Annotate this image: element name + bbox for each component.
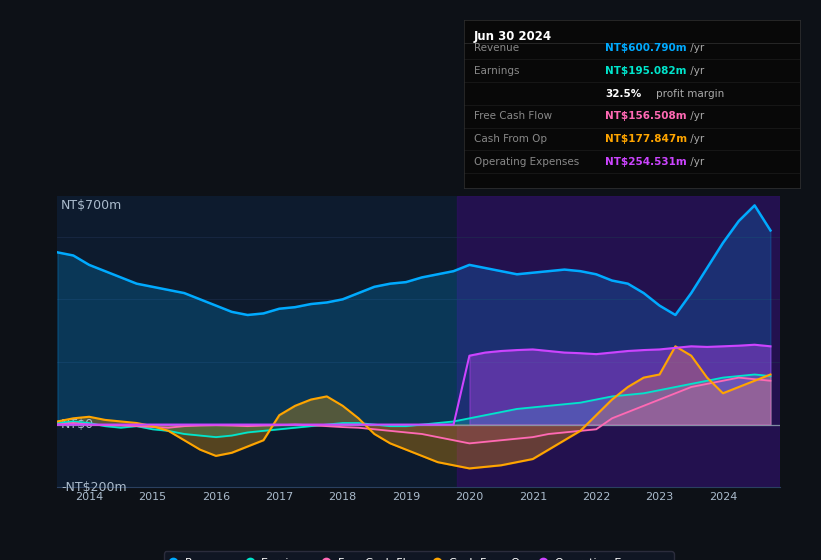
Text: /yr: /yr bbox=[686, 157, 704, 166]
Text: Cash From Op: Cash From Op bbox=[474, 134, 547, 144]
Text: NT$700m: NT$700m bbox=[61, 199, 122, 212]
Text: Earnings: Earnings bbox=[474, 66, 520, 76]
Text: NT$254.531m: NT$254.531m bbox=[605, 157, 687, 166]
Legend: Revenue, Earnings, Free Cash Flow, Cash From Op, Operating Expenses: Revenue, Earnings, Free Cash Flow, Cash … bbox=[163, 552, 674, 560]
Text: Jun 30 2024: Jun 30 2024 bbox=[474, 30, 552, 43]
Text: /yr: /yr bbox=[686, 111, 704, 121]
Text: NT$600.790m: NT$600.790m bbox=[605, 43, 687, 53]
Text: NT$156.508m: NT$156.508m bbox=[605, 111, 687, 121]
Text: NT$177.847m: NT$177.847m bbox=[605, 134, 687, 144]
Text: /yr: /yr bbox=[686, 134, 704, 144]
Bar bbox=[456, 196, 780, 487]
Text: -NT$200m: -NT$200m bbox=[61, 480, 126, 494]
Text: Free Cash Flow: Free Cash Flow bbox=[474, 111, 552, 121]
Text: profit margin: profit margin bbox=[656, 88, 724, 99]
Text: /yr: /yr bbox=[686, 66, 704, 76]
Text: 32.5%: 32.5% bbox=[605, 88, 641, 99]
Text: Revenue: Revenue bbox=[474, 43, 519, 53]
Text: /yr: /yr bbox=[686, 43, 704, 53]
Text: NT$0: NT$0 bbox=[61, 418, 94, 431]
Text: NT$195.082m: NT$195.082m bbox=[605, 66, 686, 76]
Text: Operating Expenses: Operating Expenses bbox=[474, 157, 579, 166]
